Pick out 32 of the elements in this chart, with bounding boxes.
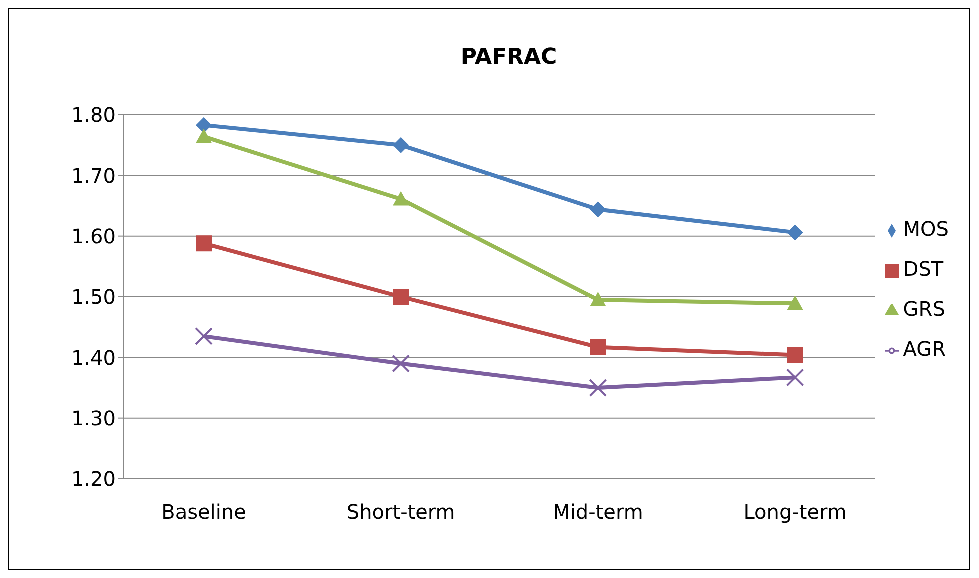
- point: [393, 137, 410, 154]
- point: [590, 292, 606, 306]
- point: [787, 347, 804, 364]
- y-tick-label: 1.20: [71, 467, 116, 492]
- legend-label: DST: [903, 257, 944, 281]
- x-tick-label: Long-term: [744, 500, 847, 524]
- chart-title: PAFRAC: [460, 45, 558, 70]
- point: [589, 379, 608, 397]
- y-tick-label: 1.50: [71, 285, 116, 310]
- y-tick-label: 1.80: [71, 103, 116, 128]
- point: [196, 236, 212, 252]
- legend-label: AGR: [903, 337, 946, 361]
- point: [786, 368, 804, 387]
- point: [393, 191, 410, 206]
- point: [196, 128, 212, 144]
- y-tick-label: 1.40: [71, 346, 116, 370]
- x-tick-label: Short-term: [346, 500, 456, 524]
- y-tick-label: 1.60: [71, 224, 116, 248]
- point: [787, 296, 804, 310]
- point: [590, 339, 606, 356]
- point: [590, 202, 606, 218]
- point: [787, 224, 804, 241]
- legend-label: MOS: [903, 217, 949, 241]
- y-tick-label: 1.30: [71, 406, 116, 430]
- x-tick-label: Mid-term: [553, 500, 644, 524]
- x-tick-label: Baseline: [162, 500, 246, 524]
- point: [196, 117, 212, 134]
- point: [195, 327, 213, 346]
- point: [393, 289, 410, 305]
- legend-label: GRS: [903, 297, 946, 321]
- y-tick-label: 1.70: [71, 164, 116, 188]
- point: [392, 354, 410, 373]
